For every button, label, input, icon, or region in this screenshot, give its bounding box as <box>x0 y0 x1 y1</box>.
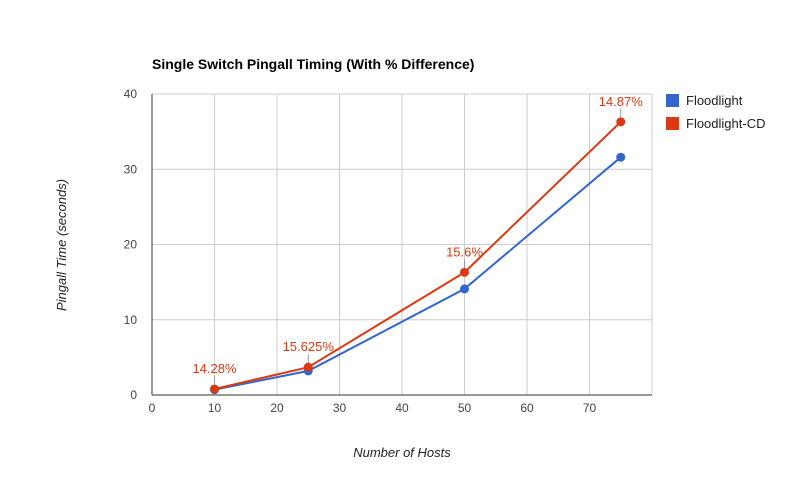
x-tick-label: 40 <box>395 401 409 415</box>
annotation-label: 14.87% <box>599 94 644 109</box>
x-tick-label: 50 <box>458 401 472 415</box>
x-tick-label: 30 <box>333 401 347 415</box>
annotation-label: 14.28% <box>192 361 237 376</box>
x-tick-label: 0 <box>149 401 156 415</box>
annotations: 14.28% 15.625% 15.6% 14.87% <box>192 94 643 385</box>
x-tick-label: 10 <box>208 401 222 415</box>
data-point-floodlight <box>616 152 626 162</box>
annotation-label: 15.6% <box>446 244 483 259</box>
y-tick-label: 10 <box>124 313 138 327</box>
grid <box>152 93 653 395</box>
series-group <box>210 117 626 395</box>
series-line-floodlight <box>214 156 622 391</box>
legend-swatch <box>666 117 679 130</box>
data-point-floodlight-cd <box>460 267 469 277</box>
y-tick-label: 20 <box>124 238 138 252</box>
x-axis-title: Number of Hosts <box>353 445 451 460</box>
series-line-floodlight-cd <box>214 121 622 390</box>
y-tick-label: 30 <box>124 162 138 176</box>
axes <box>151 94 652 396</box>
legend[interactable]: Floodlight Floodlight-CD <box>666 93 765 131</box>
x-tick-label: 20 <box>270 401 284 415</box>
y-axis-ticks: 0 10 20 30 40 <box>124 87 138 402</box>
data-point-floodlight-cd <box>210 384 219 394</box>
data-point-floodlight-cd <box>616 117 626 127</box>
data-point-floodlight <box>460 284 469 294</box>
legend-swatch <box>666 94 679 107</box>
y-axis-title: Pingall Time (seconds) <box>54 179 69 311</box>
annotation-label: 15.625% <box>283 339 335 354</box>
legend-label: Floodlight <box>686 93 743 108</box>
y-tick-label: 0 <box>130 388 137 402</box>
data-point-floodlight-cd <box>303 362 313 372</box>
y-tick-label: 40 <box>124 87 138 101</box>
legend-label: Floodlight-CD <box>686 116 765 131</box>
chart-title: Single Switch Pingall Timing (With % Dif… <box>152 56 474 72</box>
x-tick-label: 70 <box>583 401 597 415</box>
x-axis-ticks: 0 10 20 30 40 50 60 70 <box>149 401 597 415</box>
x-tick-label: 60 <box>520 401 534 415</box>
